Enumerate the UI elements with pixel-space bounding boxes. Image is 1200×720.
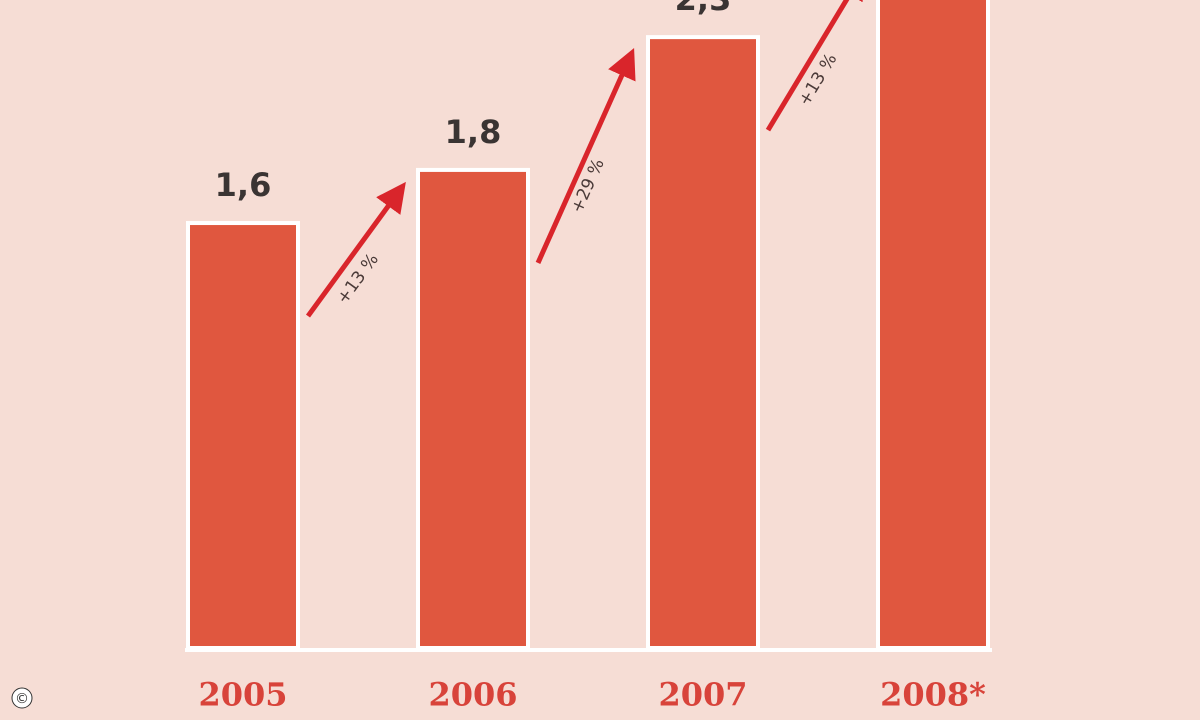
growth-arrow [535, 47, 636, 264]
value-label: 1,8 [445, 113, 502, 151]
x-tick-label: 2005 [198, 676, 287, 714]
bar [186, 221, 300, 650]
value-label: 2,3 [675, 0, 732, 18]
bar [646, 35, 760, 651]
x-tick-label: 2007 [658, 676, 747, 714]
bar [876, 0, 990, 650]
growth-arrow [305, 181, 406, 318]
growth-arrow [765, 0, 866, 132]
x-tick-label: 2006 [428, 676, 517, 714]
value-label: 1,6 [215, 166, 272, 204]
copyright: © [15, 691, 29, 707]
copyright-badge [11, 687, 33, 709]
x-tick-label: 2008* [880, 676, 986, 714]
bar [416, 167, 530, 650]
